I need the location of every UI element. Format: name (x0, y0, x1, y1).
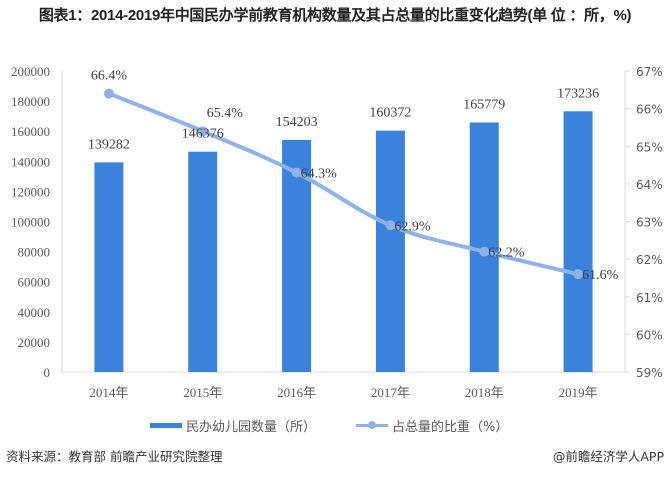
right-tick-label: 65% (636, 140, 663, 154)
left-tick-label: 140000 (11, 154, 50, 169)
bar-value-label: 146376 (182, 127, 224, 142)
bar-value-label: 139282 (88, 137, 130, 152)
legend-bar-label: 民办幼儿园数量（所） (186, 420, 317, 435)
left-tick-label: 180000 (11, 94, 50, 109)
axes: 0 20000 40000 60000 80000 100000 120000 140000 1… (11, 64, 663, 400)
bar-value-label: 173236 (557, 86, 599, 101)
line-value-label: 62.9% (394, 219, 431, 234)
x-tick-label: 2017年 (371, 385, 410, 400)
line-series (103, 88, 584, 280)
legend-line-swatch (356, 421, 389, 429)
legend-item-bar[interactable]: 民办幼儿园数量（所） (150, 416, 316, 435)
legend-bar-swatch (150, 423, 182, 428)
line-marker (385, 220, 396, 231)
left-tick-label: 60000 (18, 275, 51, 290)
bar (375, 130, 405, 372)
left-tick-label: 20000 (18, 335, 51, 350)
right-tick-label: 64% (636, 178, 663, 192)
credit-note: @前瞻经济学人APP (552, 449, 664, 464)
right-tick-label: 60% (636, 328, 663, 342)
left-tick-label: 100000 (11, 215, 50, 230)
bar-value-label: 160372 (369, 106, 411, 121)
line-marker (103, 88, 114, 99)
legend-line-label: 占总量的比重（%） (392, 420, 509, 435)
right-tick-label: 59% (636, 366, 663, 380)
x-tick-label: 2016年 (277, 385, 316, 400)
legend: 民办幼儿园数量（所） 占总量的比重（%） (150, 416, 548, 435)
line-value-label: 61.6% (582, 268, 619, 283)
right-tick-label: 63% (636, 216, 663, 230)
left-tick-label: 40000 (18, 305, 51, 320)
bar (94, 162, 124, 372)
line-value-label: 62.2% (488, 246, 525, 261)
left-tick-label: 80000 (18, 245, 51, 260)
x-tick-label: 2019年 (559, 385, 598, 400)
chart-title: 图表1：2014-2019年中国民办学前教育机构数量及其占总量的比重变化趋势(单… (38, 7, 632, 24)
bar (563, 111, 593, 373)
left-tick-label: 120000 (11, 184, 50, 199)
left-tick-label: 160000 (11, 124, 50, 139)
line-marker (573, 269, 584, 280)
line-marker (197, 126, 208, 137)
line-path (106, 91, 581, 277)
right-tick-label: 61% (636, 291, 663, 305)
bar-value-label: 154203 (276, 115, 318, 130)
line-value-label: 64.3% (301, 167, 338, 182)
right-tick-label: 62% (636, 253, 663, 267)
bar-value-label: 165779 (463, 98, 505, 113)
line-value-label: 65.4% (207, 106, 244, 121)
legend-item-line[interactable]: 占总量的比重（%） (356, 416, 508, 435)
left-tick-label: 0 (44, 365, 51, 380)
line-marker (479, 246, 490, 257)
bar-series (94, 111, 593, 373)
source-note: 资料来源：教育部 前瞻产业研究院整理 (6, 449, 223, 464)
x-tick-label: 2015年 (183, 385, 222, 400)
bar (188, 151, 218, 372)
footer: 资料来源：教育部 前瞻产业研究院整理 @前瞻经济学人APP (6, 446, 664, 465)
right-tick-label: 66% (636, 103, 663, 117)
line-value-label: 66.4% (91, 69, 128, 84)
line-marker (291, 167, 302, 178)
x-tick-label: 2014年 (89, 385, 128, 400)
right-tick-label: 67% (636, 65, 663, 79)
data-labels: 139282 146376 154203 160372 165779 173236 66.4… (88, 69, 619, 284)
left-tick-label: 200000 (11, 64, 50, 79)
x-tick-label: 2018年 (465, 385, 504, 400)
